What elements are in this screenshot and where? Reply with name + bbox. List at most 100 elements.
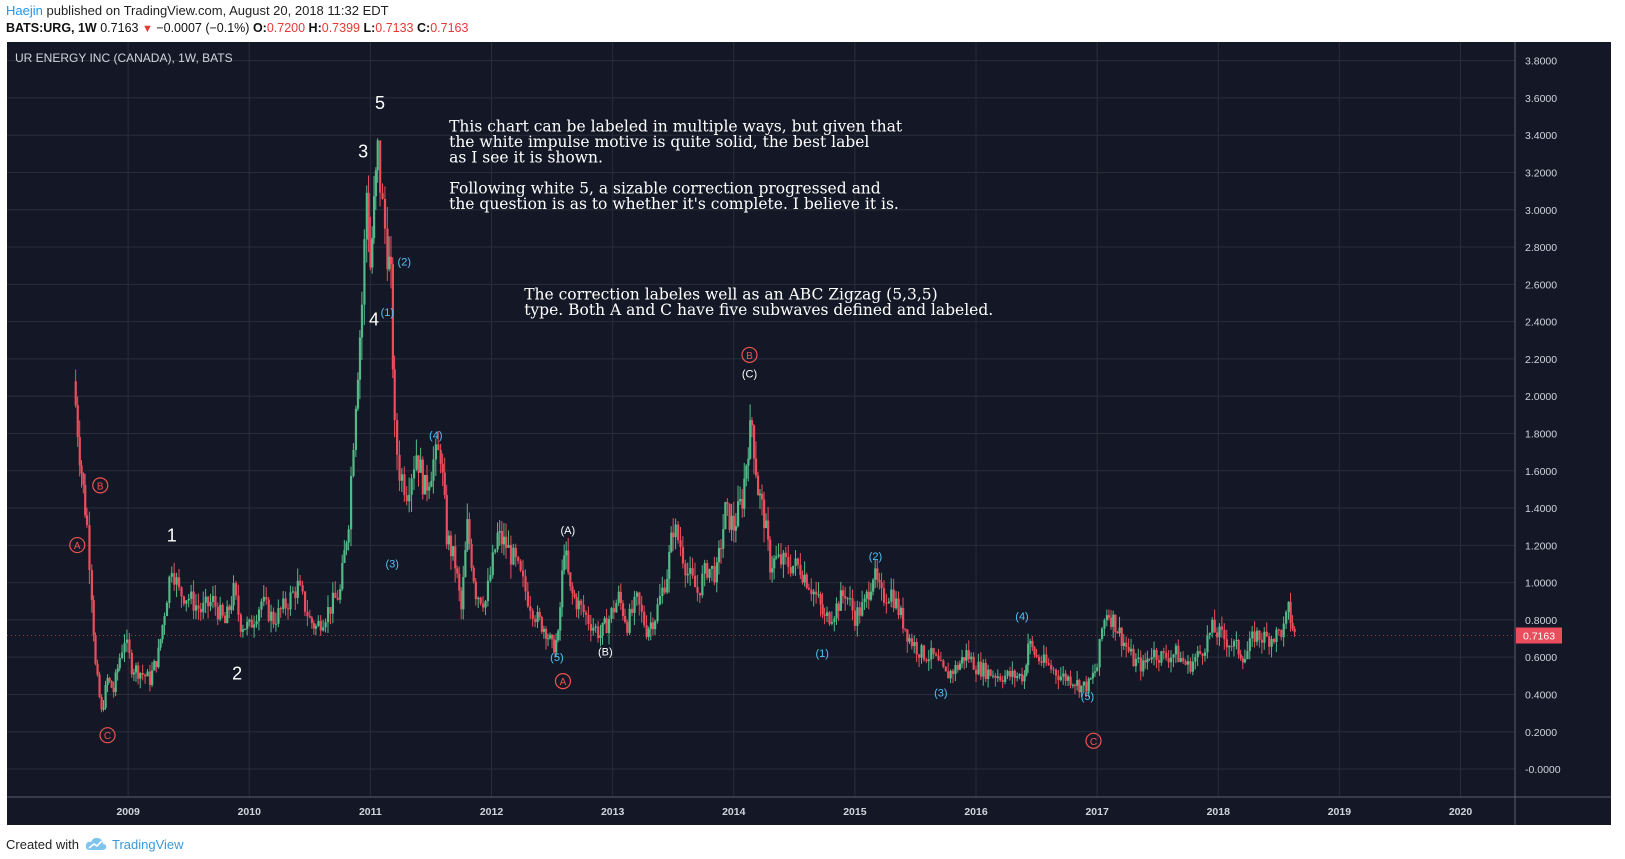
candle-body bbox=[410, 478, 413, 495]
candle-body bbox=[540, 617, 543, 632]
candle-body bbox=[1172, 654, 1175, 658]
candle-body bbox=[1260, 639, 1264, 643]
candle-body bbox=[336, 597, 339, 600]
change-value: −0.0007 (−0.1%) bbox=[156, 21, 250, 35]
candle-body bbox=[139, 673, 142, 679]
candle-body bbox=[454, 546, 457, 569]
candle-body bbox=[815, 591, 818, 595]
candle-body bbox=[425, 475, 429, 491]
price-chart[interactable]: 3.8000 3.6000 3.4000 3.2000 3.0000 2.8000 2.60… bbox=[7, 42, 1611, 825]
candle-body bbox=[833, 618, 836, 622]
candle-body bbox=[118, 658, 121, 669]
candle-body bbox=[308, 616, 312, 618]
candle-body bbox=[1182, 658, 1185, 662]
candle-body bbox=[771, 568, 774, 573]
y-tick-label: 1.8000 bbox=[1525, 428, 1557, 440]
candle-body bbox=[279, 608, 282, 610]
y-tick-label: 0.2000 bbox=[1525, 727, 1557, 739]
candle-body bbox=[232, 583, 235, 606]
annotation-note-line: type. Both A and C have five subwaves de… bbox=[524, 301, 993, 319]
candle-body bbox=[1040, 661, 1043, 663]
author-link[interactable]: Haejin bbox=[6, 3, 43, 18]
candle-body bbox=[681, 547, 685, 564]
candle-body bbox=[551, 634, 554, 640]
candle-body bbox=[102, 707, 105, 710]
candle-body bbox=[1223, 629, 1226, 640]
candle-body bbox=[1100, 628, 1104, 640]
candle-body bbox=[626, 621, 629, 633]
candle-body bbox=[1105, 615, 1109, 621]
candle-body bbox=[1107, 615, 1111, 618]
x-tick-label: 2016 bbox=[964, 806, 988, 818]
candle-body bbox=[1199, 651, 1202, 654]
y-tick-label: -0.0000 bbox=[1525, 764, 1561, 776]
candle-body bbox=[739, 498, 742, 502]
candle-body bbox=[645, 625, 648, 637]
candle-body bbox=[974, 669, 978, 675]
candle-body bbox=[123, 642, 126, 653]
candle-body bbox=[423, 475, 427, 495]
candle-body bbox=[713, 565, 716, 583]
candle-body bbox=[1054, 669, 1058, 676]
candle-body bbox=[405, 495, 408, 502]
wave-label: 5 bbox=[375, 93, 385, 113]
cloud-logo-icon bbox=[85, 837, 107, 850]
candle-body bbox=[1160, 651, 1163, 663]
y-tick-label: 2.6000 bbox=[1525, 279, 1557, 291]
candle-body bbox=[144, 674, 147, 677]
wave-label: B bbox=[746, 351, 753, 362]
candle-body bbox=[619, 591, 622, 604]
candle-body bbox=[863, 598, 866, 603]
candle-body bbox=[1248, 638, 1251, 652]
annotation-note-line: This chart can be labeled in multiple wa… bbox=[449, 117, 903, 135]
candle-body bbox=[194, 605, 198, 611]
candle-body bbox=[640, 604, 643, 612]
candle-body bbox=[656, 604, 659, 622]
candle-body bbox=[1029, 640, 1032, 644]
candle-body bbox=[255, 621, 258, 625]
candle-body bbox=[949, 670, 952, 679]
candle-body bbox=[84, 484, 87, 516]
wave-label: A bbox=[74, 541, 81, 552]
candle-body bbox=[999, 676, 1002, 681]
chart-canvas[interactable]: 3.8000 3.6000 3.4000 3.2000 3.0000 2.8000 2.60… bbox=[7, 42, 1611, 825]
candle-body bbox=[867, 591, 871, 600]
candle-body bbox=[373, 196, 376, 238]
candle-body bbox=[456, 568, 459, 574]
candle-body bbox=[386, 228, 389, 270]
down-arrow-icon: ▼ bbox=[141, 23, 153, 35]
candle-body bbox=[241, 629, 245, 632]
candle-body bbox=[708, 568, 711, 578]
candle-body bbox=[76, 405, 79, 437]
candle-body bbox=[146, 671, 149, 677]
wave-label-circle bbox=[92, 477, 109, 494]
candle-body bbox=[474, 581, 477, 600]
candle-body bbox=[1146, 658, 1149, 663]
candle-body bbox=[732, 515, 735, 531]
candle-body bbox=[381, 192, 384, 199]
candle-body bbox=[878, 579, 881, 583]
candle-body bbox=[237, 595, 240, 615]
candle-body bbox=[610, 608, 613, 620]
candle-body bbox=[807, 587, 811, 590]
candle-body bbox=[1285, 611, 1288, 624]
candle-body bbox=[730, 515, 733, 530]
candle-body bbox=[666, 578, 669, 593]
candle-body bbox=[153, 661, 156, 671]
candle-body bbox=[260, 601, 263, 610]
candle-body bbox=[787, 556, 790, 568]
candle-body bbox=[464, 550, 467, 578]
candle-body bbox=[693, 575, 697, 588]
candle-body bbox=[82, 473, 85, 485]
candle-body bbox=[1216, 632, 1219, 638]
candle-body bbox=[477, 597, 480, 600]
wave-label: (5) bbox=[550, 652, 563, 664]
candle-body bbox=[228, 606, 231, 611]
candle-body bbox=[349, 476, 353, 530]
candle-body bbox=[489, 575, 492, 581]
candle-body bbox=[915, 642, 918, 655]
candle-body bbox=[1218, 626, 1221, 638]
candle-body bbox=[226, 606, 229, 624]
candle-body bbox=[1118, 627, 1121, 634]
tradingview-brand-link[interactable]: TradingView bbox=[85, 837, 184, 852]
